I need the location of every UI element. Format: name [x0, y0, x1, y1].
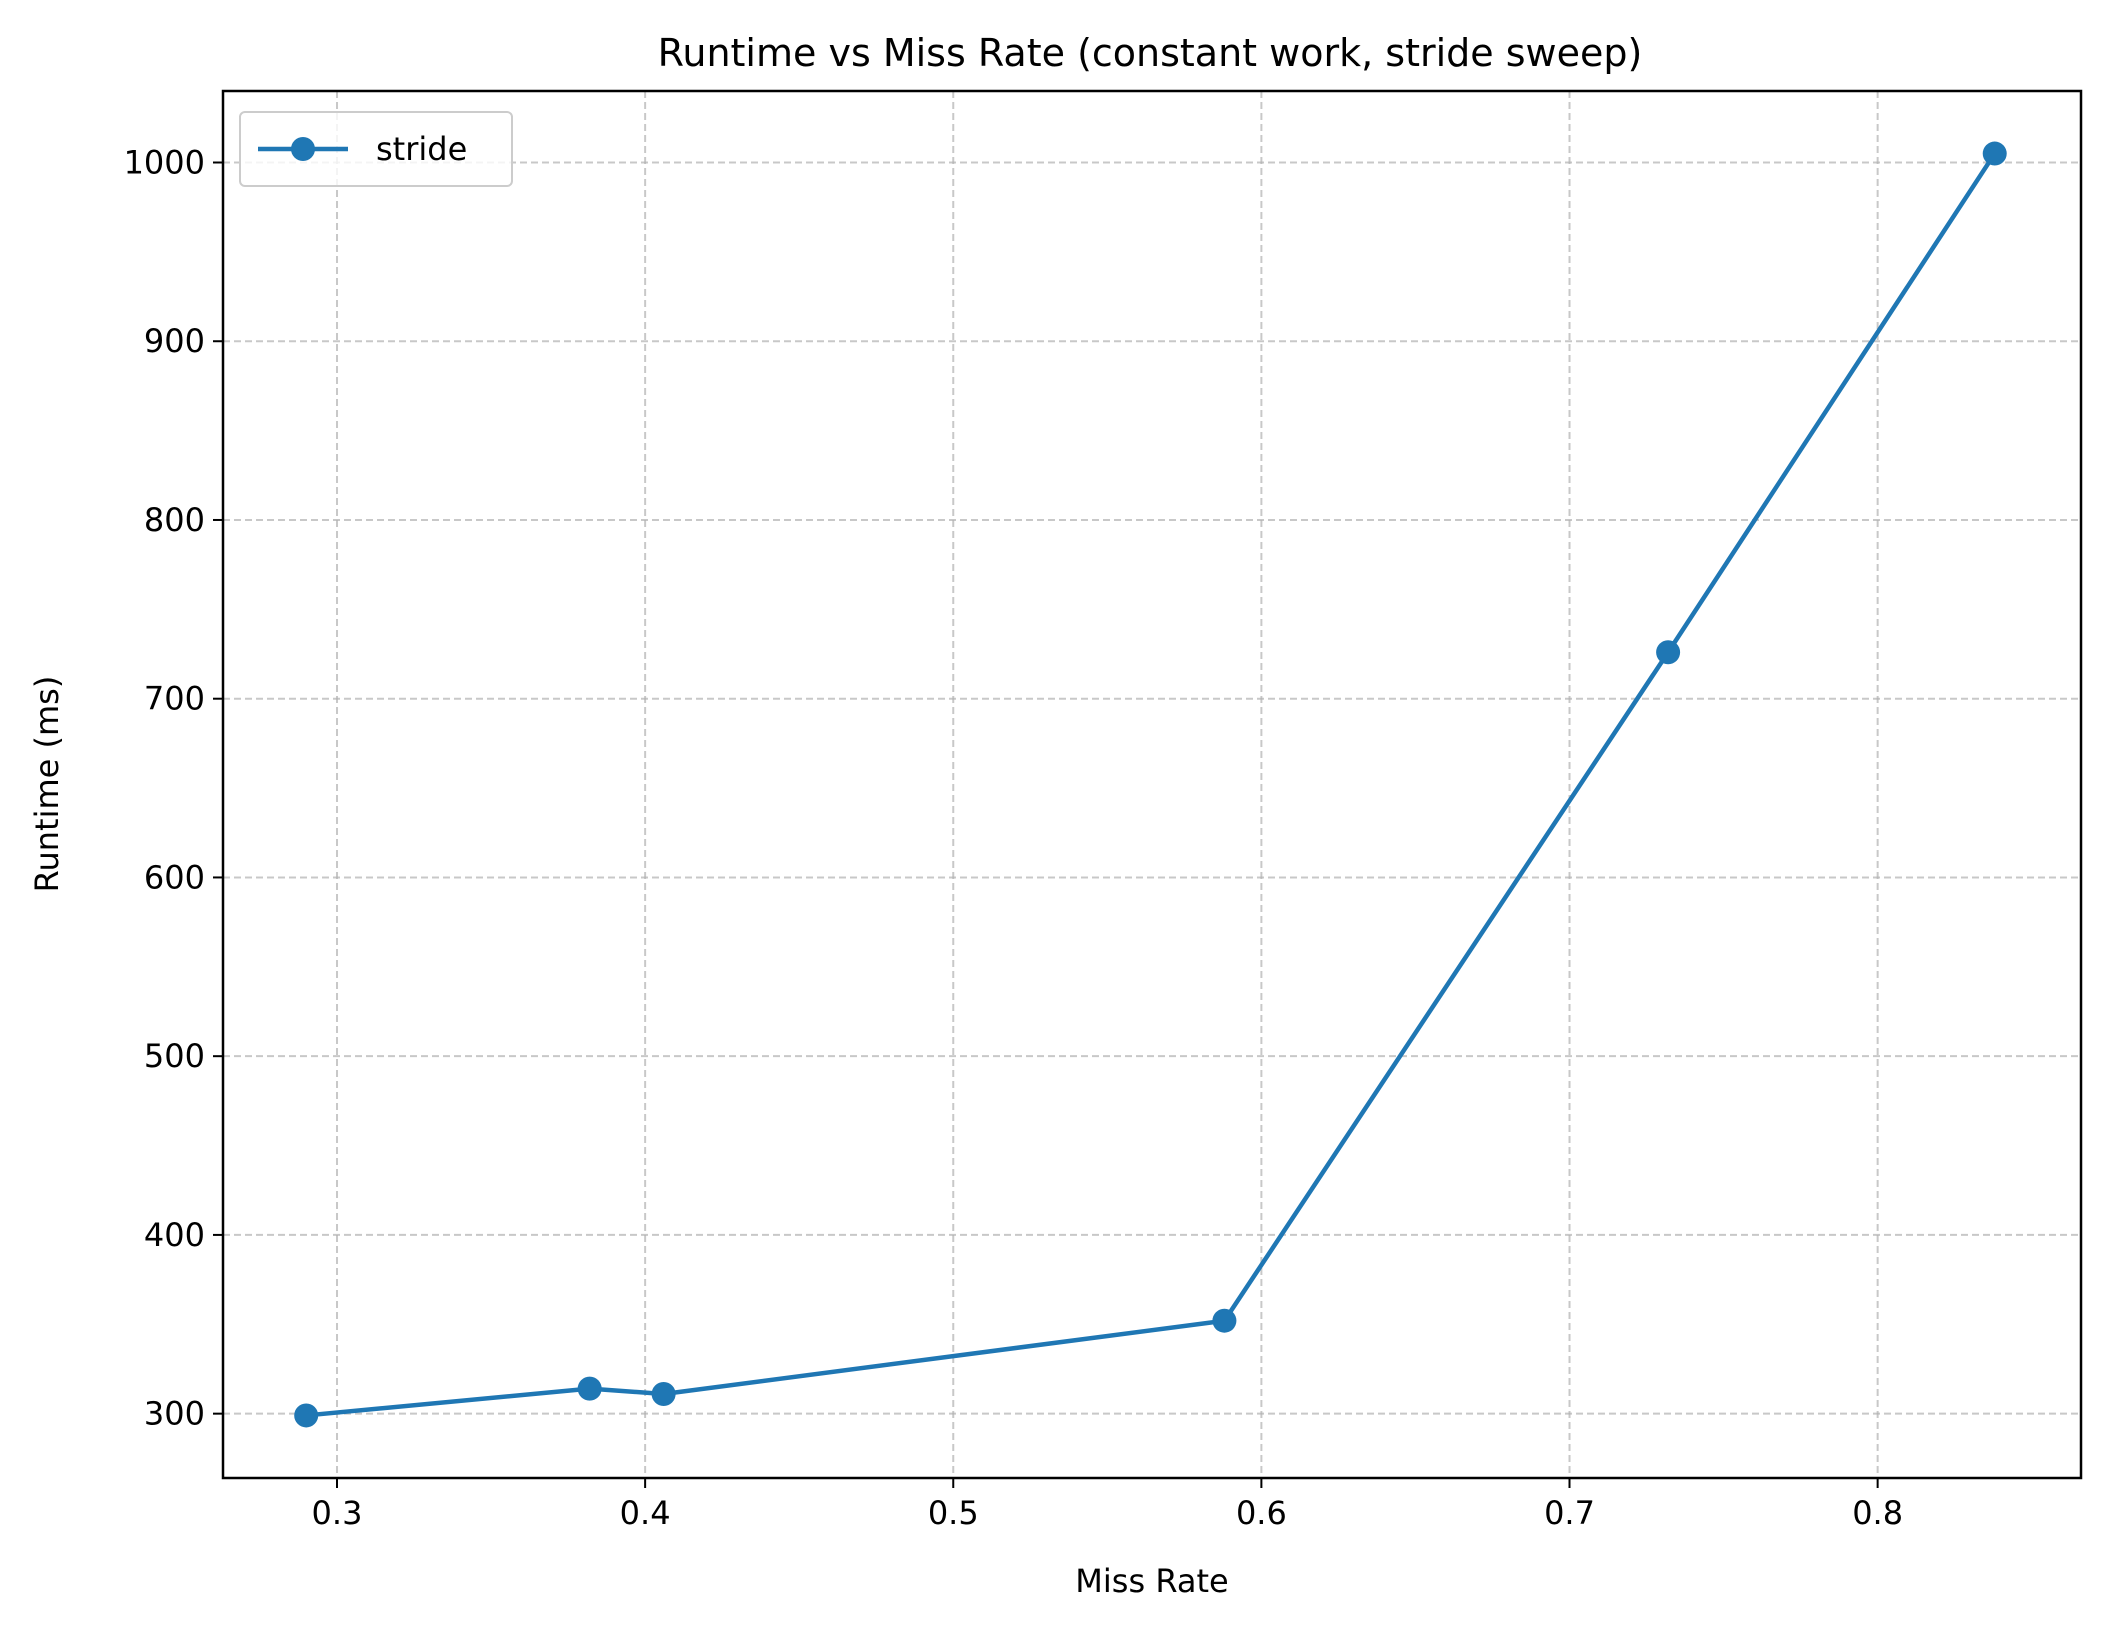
y-tick-label: 700: [144, 680, 205, 718]
legend-label: stride: [376, 130, 467, 168]
y-tick-label: 1000: [124, 143, 205, 181]
plot-area-frame: [221, 89, 2083, 1480]
y-tick-label: 900: [144, 322, 205, 360]
y-tick-label: 300: [144, 1395, 205, 1433]
y-tick-label: 800: [144, 501, 205, 539]
y-tick-label: 600: [144, 858, 205, 896]
x-tick-label: 0.5: [928, 1494, 979, 1532]
x-axis-title: Miss Rate: [1075, 1562, 1228, 1600]
data-point: [1656, 640, 1681, 665]
legend-box: [239, 111, 513, 187]
y-tick-label: 500: [144, 1037, 205, 1075]
data-point: [294, 1403, 319, 1428]
data-point: [1212, 1308, 1237, 1333]
data-point: [577, 1376, 602, 1401]
x-tick-label: 0.3: [312, 1494, 363, 1532]
chart-title: Runtime vs Miss Rate (constant work, str…: [658, 31, 1643, 75]
ticks: 0.3 0.4 0.5 0.6 0.7 0.8 300 400 500 600 700 800 900 1…: [124, 143, 1904, 1532]
x-tick-label: 0.7: [1544, 1494, 1595, 1532]
x-tick-label: 0.6: [1236, 1494, 1287, 1532]
x-tick-label: 0.8: [1852, 1494, 1903, 1532]
legend-marker-sample: [291, 137, 315, 161]
series-line-stride: [303, 151, 1997, 1418]
grid: [223, 91, 2081, 1478]
data-point: [651, 1381, 676, 1406]
x-tick-label: 0.4: [620, 1494, 671, 1532]
y-tick-label: 400: [144, 1216, 205, 1254]
series-layer: [294, 141, 2007, 1428]
legend: stride: [239, 111, 513, 187]
data-point: [1982, 141, 2007, 166]
y-axis-title: Runtime (ms): [28, 676, 66, 893]
